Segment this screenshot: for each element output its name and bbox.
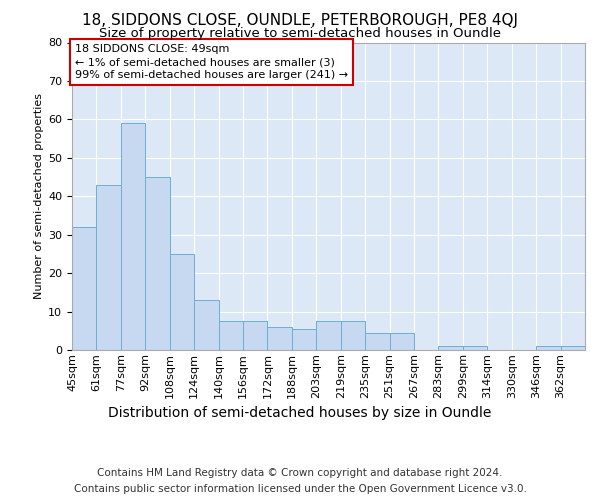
Bar	[97, 184, 121, 350]
Text: Distribution of semi-detached houses by size in Oundle: Distribution of semi-detached houses by …	[109, 406, 491, 419]
Bar	[292, 329, 316, 350]
Bar	[316, 321, 341, 350]
Bar	[439, 346, 463, 350]
Bar	[243, 321, 268, 350]
Bar	[72, 227, 97, 350]
Bar	[536, 346, 560, 350]
Bar	[365, 332, 389, 350]
Text: Contains public sector information licensed under the Open Government Licence v3: Contains public sector information licen…	[74, 484, 526, 494]
Bar	[194, 300, 218, 350]
Y-axis label: Number of semi-detached properties: Number of semi-detached properties	[34, 93, 44, 299]
Bar	[170, 254, 194, 350]
Bar	[268, 327, 292, 350]
Text: 18, SIDDONS CLOSE, OUNDLE, PETERBOROUGH, PE8 4QJ: 18, SIDDONS CLOSE, OUNDLE, PETERBOROUGH,…	[82, 12, 518, 28]
Bar	[121, 123, 145, 350]
Bar	[463, 346, 487, 350]
Text: Contains HM Land Registry data © Crown copyright and database right 2024.: Contains HM Land Registry data © Crown c…	[97, 468, 503, 477]
Bar	[389, 332, 414, 350]
Text: Size of property relative to semi-detached houses in Oundle: Size of property relative to semi-detach…	[99, 28, 501, 40]
Text: 18 SIDDONS CLOSE: 49sqm
← 1% of semi-detached houses are smaller (3)
99% of semi: 18 SIDDONS CLOSE: 49sqm ← 1% of semi-det…	[74, 44, 347, 80]
Bar	[218, 321, 243, 350]
Bar	[145, 177, 170, 350]
Bar	[341, 321, 365, 350]
Bar	[560, 346, 585, 350]
